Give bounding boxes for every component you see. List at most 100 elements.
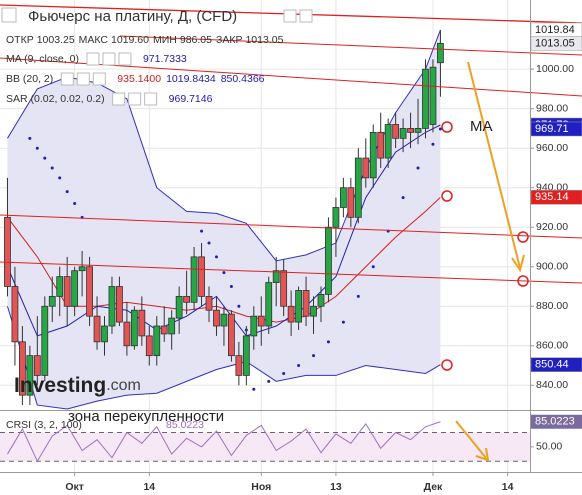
sar-dot (371, 265, 375, 269)
candle-body (198, 256, 205, 297)
sar-dot (73, 202, 77, 206)
indicator-value: 1019.8434 (166, 73, 216, 85)
sar-dot (356, 294, 360, 298)
chart-title: Фьючерс на платину, Д, (CFD) (28, 8, 237, 25)
indicator-button[interactable] (76, 72, 90, 86)
collapse-button[interactable] (1, 7, 17, 23)
candle-body (213, 309, 220, 327)
drawings (0, 4, 582, 462)
price-marker (530, 121, 582, 137)
sar-dot (207, 241, 211, 245)
sar-dot (65, 190, 69, 194)
candle-body (422, 68, 429, 129)
arrow (455, 420, 487, 459)
ohlc-label: ОТКР (6, 34, 34, 46)
candle-body (41, 305, 49, 376)
sar-dot (312, 354, 316, 358)
indicator-button[interactable] (86, 52, 100, 66)
candle-body (56, 276, 64, 297)
sar-dot (401, 196, 405, 200)
candle-body (183, 295, 191, 303)
sar-dot (28, 136, 32, 140)
candle-body (78, 266, 86, 272)
candle-body (168, 317, 176, 335)
indicator-button[interactable] (102, 52, 116, 66)
candle-body (437, 42, 444, 64)
arrow-head (511, 254, 525, 273)
candle-body (265, 282, 273, 327)
sar-dot (35, 146, 39, 150)
arrow (467, 61, 521, 269)
candle-body (205, 295, 213, 311)
trend-line (119, 35, 582, 56)
candle-body (347, 187, 355, 218)
sar-dot (416, 166, 420, 170)
indicator-name: MA (9, close, 0) (6, 53, 79, 65)
indicator-button[interactable] (118, 52, 132, 66)
candle-body (392, 124, 400, 139)
candle-body (116, 286, 123, 323)
indicator-values: 935.1400 1019.8434 850.4366 (117, 73, 264, 85)
x-tick-label: 14 (143, 481, 155, 493)
indicator-button[interactable] (112, 92, 126, 106)
candle-body (414, 128, 422, 133)
sar-dot (214, 255, 218, 259)
bb-lower-line (6, 306, 441, 410)
crsi-value: 85.0223 (166, 419, 204, 431)
candle-body (377, 131, 385, 159)
candle-body (138, 309, 146, 337)
marker-circle (517, 231, 529, 243)
sar-dot (200, 229, 204, 233)
x-tick-label: 14 (502, 481, 514, 493)
settings-button[interactable] (283, 9, 297, 23)
candle-body (310, 305, 317, 317)
price-marker-label: 850.44 (535, 359, 569, 371)
y-tick-label: 1000.00 (536, 63, 574, 75)
candle-body (123, 321, 131, 347)
candle-body (228, 313, 235, 357)
candle-body (235, 355, 243, 376)
candle-body (153, 325, 161, 357)
ohlc-value: 1003.25 (37, 34, 75, 46)
watermark-suffix: .com (106, 377, 141, 394)
indicator-value: 935.1400 (117, 73, 161, 85)
x-tick-label: Окт (65, 481, 84, 493)
y-tick-label: 900.00 (536, 261, 568, 273)
sar-dot (50, 166, 54, 170)
crsi-zone (0, 432, 530, 462)
y-tick-label: 960.00 (536, 142, 568, 154)
indicator-button[interactable] (92, 72, 106, 86)
y-tick-label: 980.00 (536, 102, 568, 114)
candle-body (272, 270, 280, 283)
ohlc-value: 986.05 (180, 34, 212, 46)
candle-body (145, 335, 153, 357)
ohlc-label: МИН (153, 34, 177, 46)
indicator-name: SAR (0.02, 0.02, 0.2) (6, 93, 105, 105)
close-button[interactable] (299, 9, 313, 23)
sar-dot (237, 304, 241, 308)
crsi-marker-label: 85.0223 (535, 416, 575, 428)
candle-body (175, 295, 183, 319)
watermark-main: Investing (14, 374, 106, 397)
indicator-button[interactable] (128, 92, 142, 106)
candle-body (325, 226, 332, 295)
indicator-value: 971.7333 (143, 53, 187, 65)
price-marker (530, 190, 582, 205)
trend-line (0, 261, 582, 284)
sar-dot (58, 176, 62, 180)
indicator-button[interactable] (144, 92, 158, 106)
candle-body (257, 315, 265, 327)
y-tick-label: 840.00 (536, 379, 568, 391)
candle-body (295, 290, 302, 323)
indicator-button[interactable] (60, 72, 74, 86)
indicator-name: BB (20, 2) (6, 73, 53, 85)
crsi-marker (531, 414, 582, 429)
candle-body (302, 290, 310, 317)
y-tick-label: 860.00 (536, 340, 568, 352)
candle-body (86, 266, 93, 317)
price-marker-label: 1019.84 (535, 24, 575, 36)
candle-body (332, 207, 340, 228)
x-tick-label: Дек (424, 481, 443, 493)
y-tick-label: 920.00 (536, 221, 568, 233)
